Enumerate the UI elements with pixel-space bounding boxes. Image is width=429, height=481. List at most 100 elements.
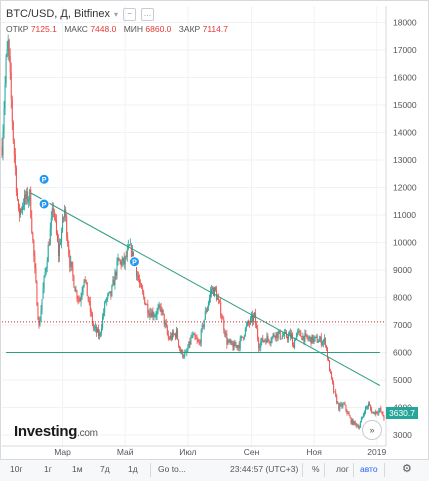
candle-body (287, 334, 289, 340)
candle-body (353, 421, 355, 425)
candle-body (334, 391, 336, 393)
candle-body (74, 287, 76, 292)
period-1m-button[interactable]: 1м (72, 464, 83, 474)
ohlc-low-value: 6860.0 (145, 24, 172, 34)
candle-body (193, 334, 195, 336)
candle-body (50, 217, 52, 229)
clock-readout[interactable]: 23:44:57 (UTC+3) (230, 464, 299, 474)
chevron-down-icon[interactable]: ▾ (114, 9, 119, 19)
candle-body (15, 167, 17, 192)
candle-body (278, 331, 280, 333)
candle-body (106, 298, 108, 301)
candle-body (155, 315, 157, 317)
period-7d-button[interactable]: 7д (100, 464, 110, 474)
candle-body (95, 326, 97, 333)
candle-body (140, 283, 142, 285)
candle-body (146, 304, 148, 306)
investing-logo: Investing.com (14, 423, 98, 440)
candle-body (60, 243, 62, 245)
candle-body (148, 313, 150, 316)
candle-body (231, 340, 233, 345)
candle-body (323, 338, 325, 341)
candle-body (237, 345, 239, 348)
gear-icon[interactable]: ⚙ (402, 463, 412, 475)
candle-body (27, 191, 29, 202)
candle-body (131, 251, 133, 260)
candle-body (145, 304, 147, 306)
candle-body (30, 189, 32, 218)
candle-body (321, 343, 323, 345)
candle-body (201, 324, 203, 330)
candle-body (109, 291, 111, 293)
candle-body (70, 261, 72, 268)
ohlc-low-label: МИН (123, 24, 144, 34)
candle-body (307, 337, 309, 340)
candle-body (180, 348, 182, 354)
settings-icon[interactable]: … (141, 7, 155, 21)
candle-body (261, 337, 263, 342)
candle-body (361, 416, 363, 419)
candle-body (291, 333, 293, 338)
candle-body (288, 332, 290, 335)
candle-body (355, 423, 357, 427)
candle-body (203, 319, 205, 328)
y-tick-label: 7000 (393, 320, 412, 330)
candles (1, 34, 385, 430)
candle-body (32, 232, 34, 241)
percent-scale-button[interactable]: % (312, 464, 320, 474)
scroll-to-latest-button[interactable]: » (362, 420, 382, 440)
minimize-icon[interactable]: − (123, 7, 137, 21)
candle-body (349, 415, 351, 418)
ohlc-open-label: ОТКР (6, 24, 29, 34)
candle-body (138, 275, 140, 280)
candle-body (82, 286, 84, 292)
candle-body (277, 332, 279, 338)
candle-body (6, 49, 8, 57)
event-badge-label: P (42, 202, 47, 209)
period-10y-button[interactable]: 10г (10, 464, 23, 474)
candle-body (181, 350, 183, 354)
candle-body (163, 313, 165, 325)
candle-body (61, 231, 63, 244)
candle-body (18, 208, 20, 215)
log-scale-button[interactable]: лог (336, 464, 349, 474)
candle-body (26, 191, 28, 200)
candle-body (192, 334, 194, 336)
candle-body (247, 321, 249, 324)
candle-body (265, 339, 267, 344)
candle-body (375, 411, 377, 415)
candle-body (120, 260, 122, 266)
candle-body (144, 297, 146, 305)
y-tick-label: 6000 (393, 348, 412, 358)
candle-body (187, 348, 189, 352)
period-1y-button[interactable]: 1г (44, 464, 52, 474)
toolbar-divider (353, 463, 354, 477)
candle-body (34, 256, 36, 269)
y-tick-label: 11000 (393, 210, 416, 220)
candle-body (128, 245, 130, 246)
candle-body (49, 228, 51, 246)
candle-body (112, 280, 114, 286)
candle-body (243, 335, 245, 339)
candle-body (311, 335, 313, 344)
period-1d-button[interactable]: 1д (128, 464, 138, 474)
candle-body (346, 410, 348, 414)
go-to-date-button[interactable]: Go to... (158, 464, 186, 474)
candle-body (252, 315, 254, 322)
candle-body (4, 83, 6, 109)
candle-body (198, 341, 200, 344)
symbol-title[interactable]: BTC/USD, Д, Bitfinex (6, 8, 111, 20)
candle-body (125, 256, 127, 258)
candle-body (33, 240, 35, 257)
candle-body (258, 339, 260, 349)
candle-body (207, 303, 209, 308)
candle-body (152, 311, 154, 317)
annotations (2, 192, 386, 386)
candle-body (229, 339, 231, 343)
candle-body (241, 336, 243, 338)
candle-body (94, 326, 96, 328)
candle-body (90, 311, 92, 314)
auto-scale-button[interactable]: авто (360, 464, 378, 474)
candle-body (234, 342, 236, 347)
